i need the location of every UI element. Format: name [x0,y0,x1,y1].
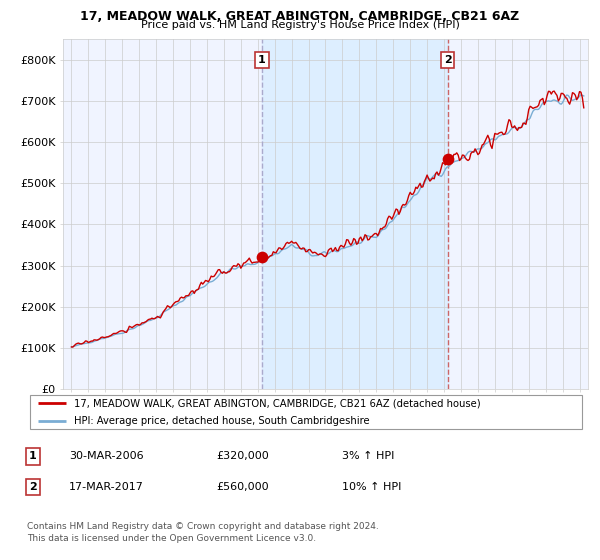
Point [257,253,267,262]
Text: 3% ↑ HPI: 3% ↑ HPI [342,451,394,461]
Text: 10% ↑ HPI: 10% ↑ HPI [342,482,401,492]
Text: £560,000: £560,000 [216,482,269,492]
Bar [262,39,448,389]
Text: 17, MEADOW WALK, GREAT ABINGTON, CAMBRIDGE, CB21 6AZ (detached house): 17, MEADOW WALK, GREAT ABINGTON, CAMBRID… [74,398,481,408]
FancyBboxPatch shape [30,395,582,430]
Text: Contains HM Land Registry data © Crown copyright and database right 2024.
This d: Contains HM Land Registry data © Crown c… [27,522,379,543]
Text: 1: 1 [258,55,266,65]
Text: 30-MAR-2006: 30-MAR-2006 [69,451,143,461]
Text: 2: 2 [29,482,37,492]
Text: 2: 2 [444,55,452,65]
Text: 17, MEADOW WALK, GREAT ABINGTON, CAMBRIDGE, CB21 6AZ: 17, MEADOW WALK, GREAT ABINGTON, CAMBRID… [80,10,520,23]
Text: 1: 1 [29,451,37,461]
Point [443,154,452,163]
Text: Price paid vs. HM Land Registry's House Price Index (HPI): Price paid vs. HM Land Registry's House … [140,20,460,30]
Text: £320,000: £320,000 [216,451,269,461]
Text: 17-MAR-2017: 17-MAR-2017 [69,482,144,492]
Text: HPI: Average price, detached house, South Cambridgeshire: HPI: Average price, detached house, Sout… [74,416,370,426]
